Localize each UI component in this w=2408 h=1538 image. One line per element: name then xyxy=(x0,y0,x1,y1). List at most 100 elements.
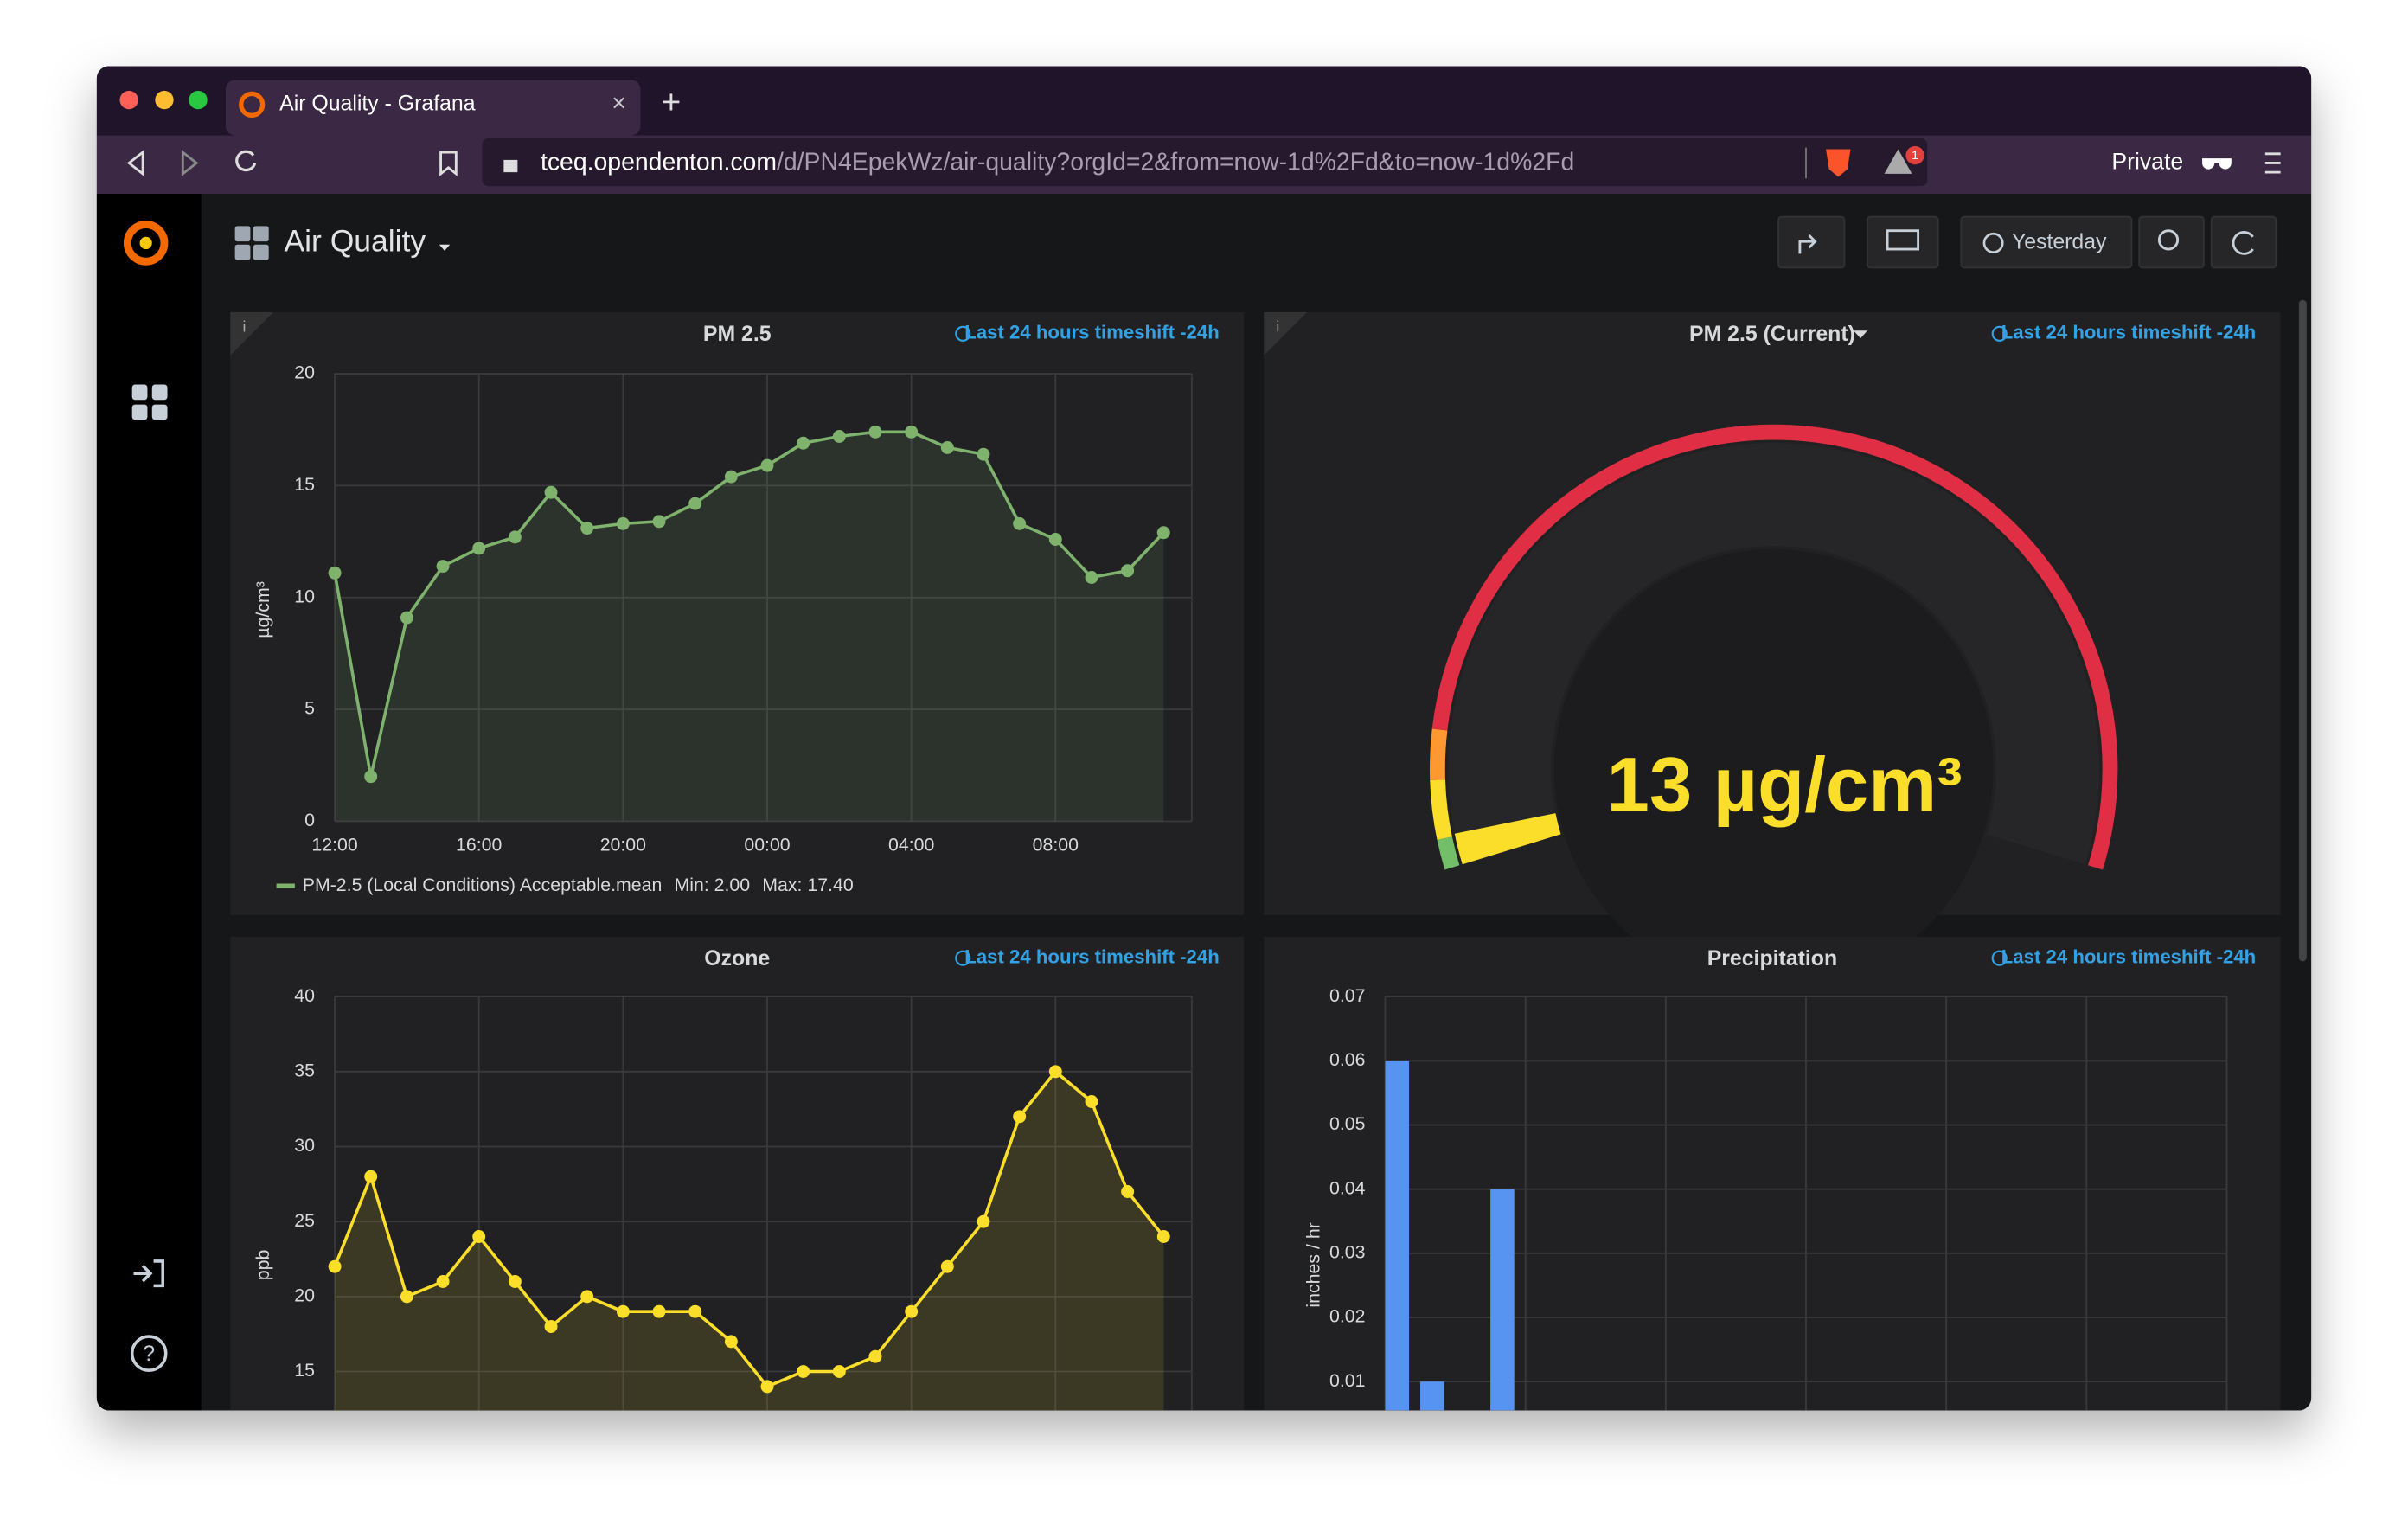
panel-title: Precipitation xyxy=(1707,946,1837,971)
y-axis-label: ppb xyxy=(253,1250,273,1281)
time-info: Last 24 hours timeshift -24h xyxy=(964,322,1219,343)
tab-close[interactable]: × xyxy=(612,89,626,117)
panel: OzoneLast 24 hours timeshift -24h1520253… xyxy=(230,937,1244,1538)
y-tick-label: 30 xyxy=(294,1135,315,1156)
point xyxy=(437,1275,450,1288)
bar xyxy=(1386,1061,1410,1445)
point xyxy=(1013,1110,1026,1123)
point xyxy=(761,1380,774,1393)
y-tick-label: 0.02 xyxy=(1329,1306,1365,1327)
time-info: Last 24 hours timeshift -24h xyxy=(964,946,1219,968)
y-tick-label: 0.05 xyxy=(1329,1113,1365,1134)
panel-title: PM 2.5 xyxy=(703,322,772,346)
point xyxy=(1157,526,1170,539)
point xyxy=(400,1290,413,1303)
zoom-dot[interactable] xyxy=(189,91,207,109)
point xyxy=(833,1365,846,1378)
point xyxy=(617,1305,630,1318)
point xyxy=(580,522,593,535)
refresh-button[interactable] xyxy=(2212,217,2277,268)
panel-info: i xyxy=(1276,317,1279,335)
legend-item: Min: 2.00 xyxy=(675,875,751,895)
scrollbar[interactable] xyxy=(2299,300,2307,962)
point xyxy=(833,430,846,443)
point xyxy=(509,1275,522,1288)
y-tick-label: 20 xyxy=(294,362,315,383)
panel-title: PM 2.5 (Current) xyxy=(1689,322,1855,346)
point xyxy=(437,560,450,573)
panel-title: Ozone xyxy=(704,946,770,971)
panel: i PM 2.5 (Current) Last 24 hours timeshift… xyxy=(1264,312,2280,989)
bar xyxy=(1420,1381,1444,1445)
private-label: Private xyxy=(2111,149,2183,175)
panel-bg xyxy=(1264,937,2280,1429)
y-tick-label: 0.03 xyxy=(1329,1241,1365,1262)
y-axis-label: inches / hr xyxy=(1303,1222,1323,1307)
tv-button[interactable] xyxy=(1867,217,1938,268)
point xyxy=(797,1365,810,1378)
y-tick-label: 5 xyxy=(304,698,315,719)
point xyxy=(688,1305,701,1318)
point xyxy=(617,517,630,530)
point xyxy=(869,1350,882,1363)
time-info: Last 24 hours timeshift -24h xyxy=(2001,946,2256,968)
point xyxy=(941,1260,954,1273)
time-picker-label: Yesterday xyxy=(2012,229,2107,253)
x-tick-label: 12:00 xyxy=(311,835,357,856)
point xyxy=(509,530,522,543)
point xyxy=(545,1320,558,1333)
point xyxy=(1049,533,1062,546)
point xyxy=(1013,517,1026,530)
y-tick-label: 15 xyxy=(294,474,315,495)
y-axis-label: µg/cm³ xyxy=(253,581,273,638)
point xyxy=(329,1260,342,1273)
point xyxy=(472,1230,485,1243)
legend-item: PM-2.5 (Local Conditions) Acceptable.mea… xyxy=(303,875,663,895)
panel: Precipitation Last 24 hours timeshift -24… xyxy=(1264,937,2280,1446)
gauge-value-label: 13 µg/cm³ xyxy=(1606,741,1962,827)
point xyxy=(472,542,485,554)
y-tick-label: 35 xyxy=(294,1060,315,1080)
y-tick-label: 10 xyxy=(294,586,315,606)
point xyxy=(725,471,738,484)
zoom-out-button[interactable] xyxy=(2139,217,2204,268)
point xyxy=(761,459,774,472)
y-tick-label: 15 xyxy=(294,1360,315,1381)
x-tick-label: 20:00 xyxy=(600,835,646,856)
point xyxy=(1086,571,1098,584)
point xyxy=(653,1305,666,1318)
y-tick-label: 0.04 xyxy=(1329,1177,1366,1198)
point xyxy=(688,497,701,510)
lock-icon xyxy=(503,160,517,172)
x-tick-label: 16:00 xyxy=(456,835,502,856)
bar xyxy=(1490,1189,1515,1446)
point xyxy=(977,448,990,461)
tab-title: Air Quality - Grafana xyxy=(279,91,476,115)
time-info: Last 24 hours timeshift -24h xyxy=(2001,322,2256,343)
minimize-dot[interactable] xyxy=(155,91,173,109)
gauge-threshold xyxy=(1430,728,1447,779)
panel-info: i xyxy=(243,317,247,335)
point xyxy=(725,1335,738,1348)
window: Air Quality - Grafana × + tceq.opendento… xyxy=(97,66,2311,1538)
point xyxy=(364,770,377,783)
legend: PM-2.5 (Local Conditions) Acceptable.mea… xyxy=(303,875,854,895)
y-tick-label: 25 xyxy=(294,1210,315,1231)
point xyxy=(1157,1230,1170,1243)
point xyxy=(1121,564,1134,577)
point xyxy=(905,1305,918,1318)
x-tick-label: 04:00 xyxy=(888,835,934,856)
point xyxy=(545,486,558,499)
point xyxy=(1049,1065,1062,1078)
new-tab[interactable]: + xyxy=(661,84,681,121)
help-mark: ? xyxy=(143,1342,155,1366)
point xyxy=(580,1290,593,1303)
dashboard-title[interactable]: Air Quality xyxy=(284,223,426,258)
point xyxy=(1121,1185,1134,1198)
point xyxy=(329,567,342,580)
y-tick-label: 40 xyxy=(294,985,315,1006)
close-dot[interactable] xyxy=(119,91,138,109)
x-tick-label: 00:00 xyxy=(744,835,790,856)
alert-count: 1 xyxy=(1912,149,1918,163)
